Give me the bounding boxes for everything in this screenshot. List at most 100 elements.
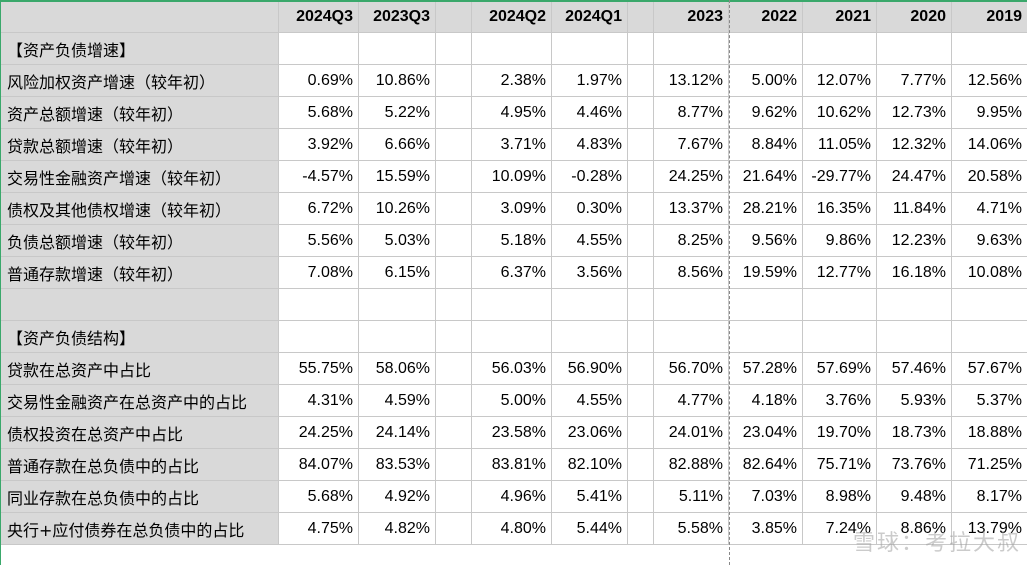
row-label-cell[interactable]: 贷款总额增速（较年初） xyxy=(0,128,279,161)
column-header-cell[interactable] xyxy=(627,0,654,33)
value-cell[interactable]: 19.59% xyxy=(728,256,803,289)
value-cell[interactable]: 14.06% xyxy=(951,128,1027,161)
value-cell[interactable] xyxy=(653,320,729,353)
row-label-cell[interactable]: 负债总额增速（较年初） xyxy=(0,224,279,257)
value-cell[interactable]: 24.25% xyxy=(278,416,359,449)
value-cell[interactable] xyxy=(627,96,654,129)
column-header-cell[interactable]: 2022 xyxy=(728,0,803,33)
value-cell[interactable]: 28.21% xyxy=(728,192,803,225)
value-cell[interactable]: 6.66% xyxy=(358,128,436,161)
value-cell[interactable]: 3.92% xyxy=(278,128,359,161)
column-header-cell[interactable]: 2023 xyxy=(653,0,729,33)
value-cell[interactable] xyxy=(627,224,654,257)
value-cell[interactable] xyxy=(627,512,654,545)
value-cell[interactable]: 12.56% xyxy=(951,64,1027,97)
value-cell[interactable]: 13.12% xyxy=(653,64,729,97)
value-cell[interactable]: 4.46% xyxy=(551,96,628,129)
column-header-cell[interactable]: 2019 xyxy=(951,0,1027,33)
value-cell[interactable]: 23.06% xyxy=(551,416,628,449)
value-cell[interactable]: 21.64% xyxy=(728,160,803,193)
value-cell[interactable] xyxy=(627,64,654,97)
value-cell[interactable]: 12.07% xyxy=(802,64,877,97)
value-cell[interactable]: 4.80% xyxy=(471,512,552,545)
value-cell[interactable] xyxy=(551,320,628,353)
value-cell[interactable] xyxy=(627,320,654,353)
value-cell[interactable] xyxy=(435,416,472,449)
value-cell[interactable] xyxy=(435,320,472,353)
value-cell[interactable] xyxy=(435,256,472,289)
value-cell[interactable]: 5.11% xyxy=(653,480,729,513)
value-cell[interactable]: 4.75% xyxy=(278,512,359,545)
section-title-cell[interactable]: 【资产负债增速】 xyxy=(0,32,279,65)
header-corner-cell[interactable] xyxy=(0,0,279,33)
value-cell[interactable]: 5.58% xyxy=(653,512,729,545)
value-cell[interactable]: 7.08% xyxy=(278,256,359,289)
value-cell[interactable]: 5.00% xyxy=(728,64,803,97)
value-cell[interactable]: 56.03% xyxy=(471,352,552,385)
value-cell[interactable]: 24.14% xyxy=(358,416,436,449)
value-cell[interactable]: 5.22% xyxy=(358,96,436,129)
value-cell[interactable]: 10.09% xyxy=(471,160,552,193)
value-cell[interactable] xyxy=(551,288,628,321)
value-cell[interactable]: -0.28% xyxy=(551,160,628,193)
value-cell[interactable] xyxy=(802,288,877,321)
value-cell[interactable]: 18.73% xyxy=(876,416,952,449)
value-cell[interactable]: 7.67% xyxy=(653,128,729,161)
section-title-cell[interactable]: 【资产负债结构】 xyxy=(0,320,279,353)
value-cell[interactable]: 6.15% xyxy=(358,256,436,289)
value-cell[interactable]: 23.58% xyxy=(471,416,552,449)
value-cell[interactable] xyxy=(951,320,1027,353)
value-cell[interactable]: 24.25% xyxy=(653,160,729,193)
value-cell[interactable]: 15.59% xyxy=(358,160,436,193)
value-cell[interactable]: 5.18% xyxy=(471,224,552,257)
value-cell[interactable]: 3.09% xyxy=(471,192,552,225)
row-label-cell[interactable]: 央行+应付债券在总负债中的占比 xyxy=(0,512,279,545)
value-cell[interactable]: 5.00% xyxy=(471,384,552,417)
value-cell[interactable]: 10.86% xyxy=(358,64,436,97)
value-cell[interactable]: 71.25% xyxy=(951,448,1027,481)
value-cell[interactable]: 3.71% xyxy=(471,128,552,161)
value-cell[interactable]: 12.77% xyxy=(802,256,877,289)
value-cell[interactable]: 5.41% xyxy=(551,480,628,513)
value-cell[interactable] xyxy=(802,32,877,65)
value-cell[interactable]: 4.82% xyxy=(358,512,436,545)
value-cell[interactable] xyxy=(627,128,654,161)
row-label-cell[interactable]: 风险加权资产增速（较年初） xyxy=(0,64,279,97)
value-cell[interactable]: -4.57% xyxy=(278,160,359,193)
row-label-cell[interactable]: 交易性金融资产增速（较年初） xyxy=(0,160,279,193)
value-cell[interactable] xyxy=(278,320,359,353)
value-cell[interactable]: 10.62% xyxy=(802,96,877,129)
value-cell[interactable]: 7.24% xyxy=(802,512,877,545)
value-cell[interactable] xyxy=(471,320,552,353)
value-cell[interactable]: 4.77% xyxy=(653,384,729,417)
value-cell[interactable]: 5.93% xyxy=(876,384,952,417)
value-cell[interactable]: 10.26% xyxy=(358,192,436,225)
value-cell[interactable]: 56.90% xyxy=(551,352,628,385)
value-cell[interactable]: 4.95% xyxy=(471,96,552,129)
value-cell[interactable] xyxy=(876,32,952,65)
row-label-cell[interactable]: 交易性金融资产在总资产中的占比 xyxy=(0,384,279,417)
value-cell[interactable] xyxy=(728,288,803,321)
value-cell[interactable] xyxy=(435,288,472,321)
value-cell[interactable] xyxy=(435,32,472,65)
value-cell[interactable] xyxy=(627,256,654,289)
value-cell[interactable]: 16.35% xyxy=(802,192,877,225)
value-cell[interactable]: 82.64% xyxy=(728,448,803,481)
value-cell[interactable]: 8.86% xyxy=(876,512,952,545)
value-cell[interactable]: 8.25% xyxy=(653,224,729,257)
value-cell[interactable] xyxy=(435,64,472,97)
value-cell[interactable]: 8.77% xyxy=(653,96,729,129)
row-label-cell[interactable]: 债权及其他债权增速（较年初） xyxy=(0,192,279,225)
value-cell[interactable]: 6.72% xyxy=(278,192,359,225)
value-cell[interactable]: 18.88% xyxy=(951,416,1027,449)
value-cell[interactable] xyxy=(627,416,654,449)
value-cell[interactable]: 9.86% xyxy=(802,224,877,257)
value-cell[interactable] xyxy=(627,32,654,65)
value-cell[interactable]: 8.84% xyxy=(728,128,803,161)
value-cell[interactable] xyxy=(278,288,359,321)
value-cell[interactable]: 5.37% xyxy=(951,384,1027,417)
value-cell[interactable] xyxy=(435,128,472,161)
value-cell[interactable] xyxy=(435,448,472,481)
value-cell[interactable] xyxy=(435,512,472,545)
value-cell[interactable]: 19.70% xyxy=(802,416,877,449)
